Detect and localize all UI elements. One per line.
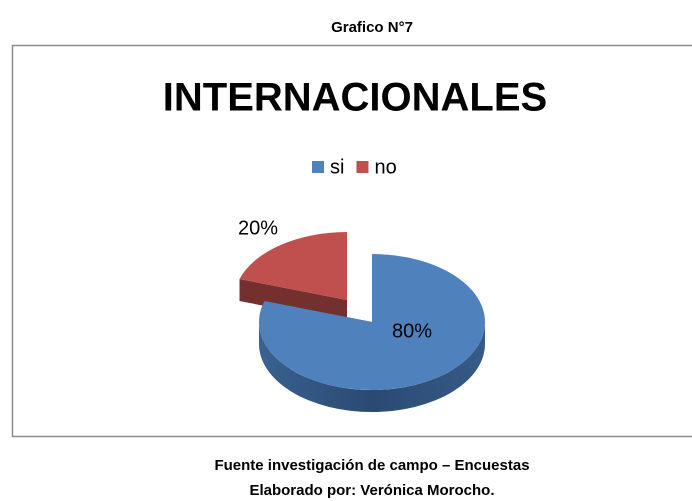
legend-swatch bbox=[312, 161, 324, 173]
chart-title: INTERNACIONALES bbox=[163, 76, 547, 120]
pie: 80% 20% bbox=[238, 217, 485, 412]
footer-author: Elaborado por: Verónica Morocho. bbox=[249, 482, 494, 499]
data-label: 80% bbox=[392, 320, 432, 342]
legend: si no bbox=[312, 156, 397, 178]
footer-source: Fuente investigación de campo – Encuesta… bbox=[214, 457, 529, 474]
figure-heading: Grafico N°7 bbox=[331, 19, 413, 36]
slice-cut-face bbox=[239, 278, 347, 322]
slice-side bbox=[259, 322, 485, 412]
legend-label: no bbox=[374, 156, 396, 178]
legend-swatch bbox=[356, 161, 369, 173]
legend-label: si bbox=[330, 156, 344, 178]
data-label: 20% bbox=[238, 217, 278, 239]
pie-slice bbox=[239, 232, 347, 300]
pie-slice bbox=[258, 254, 485, 390]
